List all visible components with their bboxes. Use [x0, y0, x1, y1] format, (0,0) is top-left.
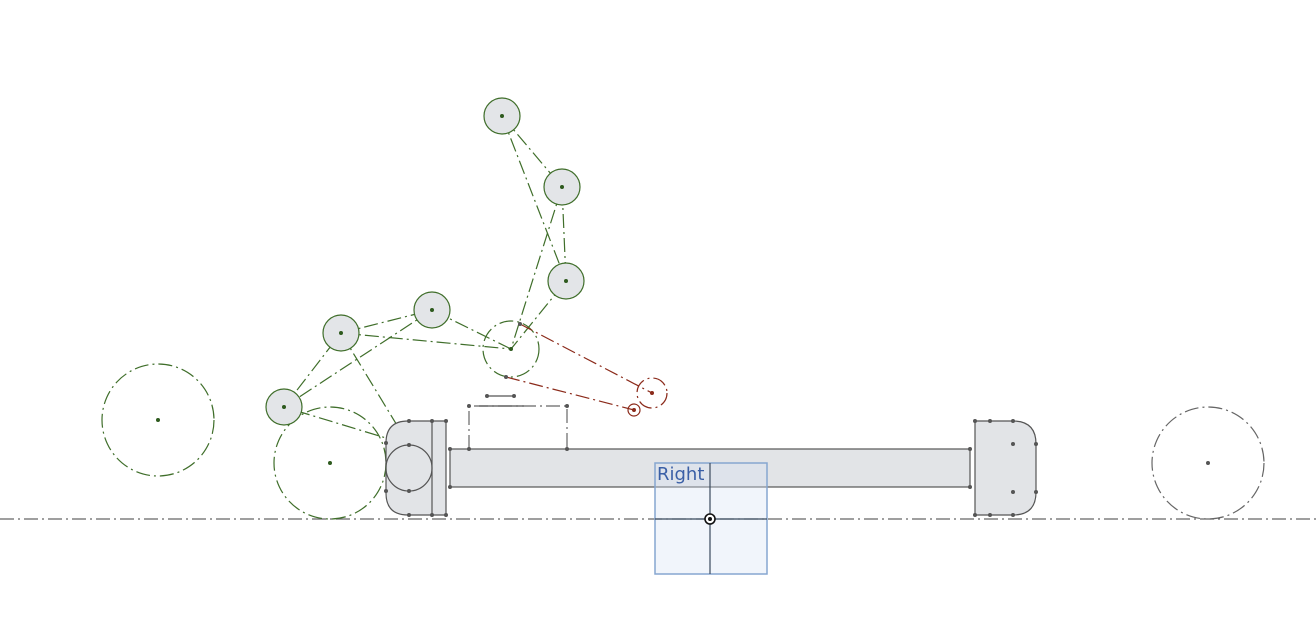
right-plane[interactable]: Right — [654, 462, 768, 575]
sketch-geometry — [0, 97, 1316, 520]
plane-label: Right — [657, 464, 704, 485]
